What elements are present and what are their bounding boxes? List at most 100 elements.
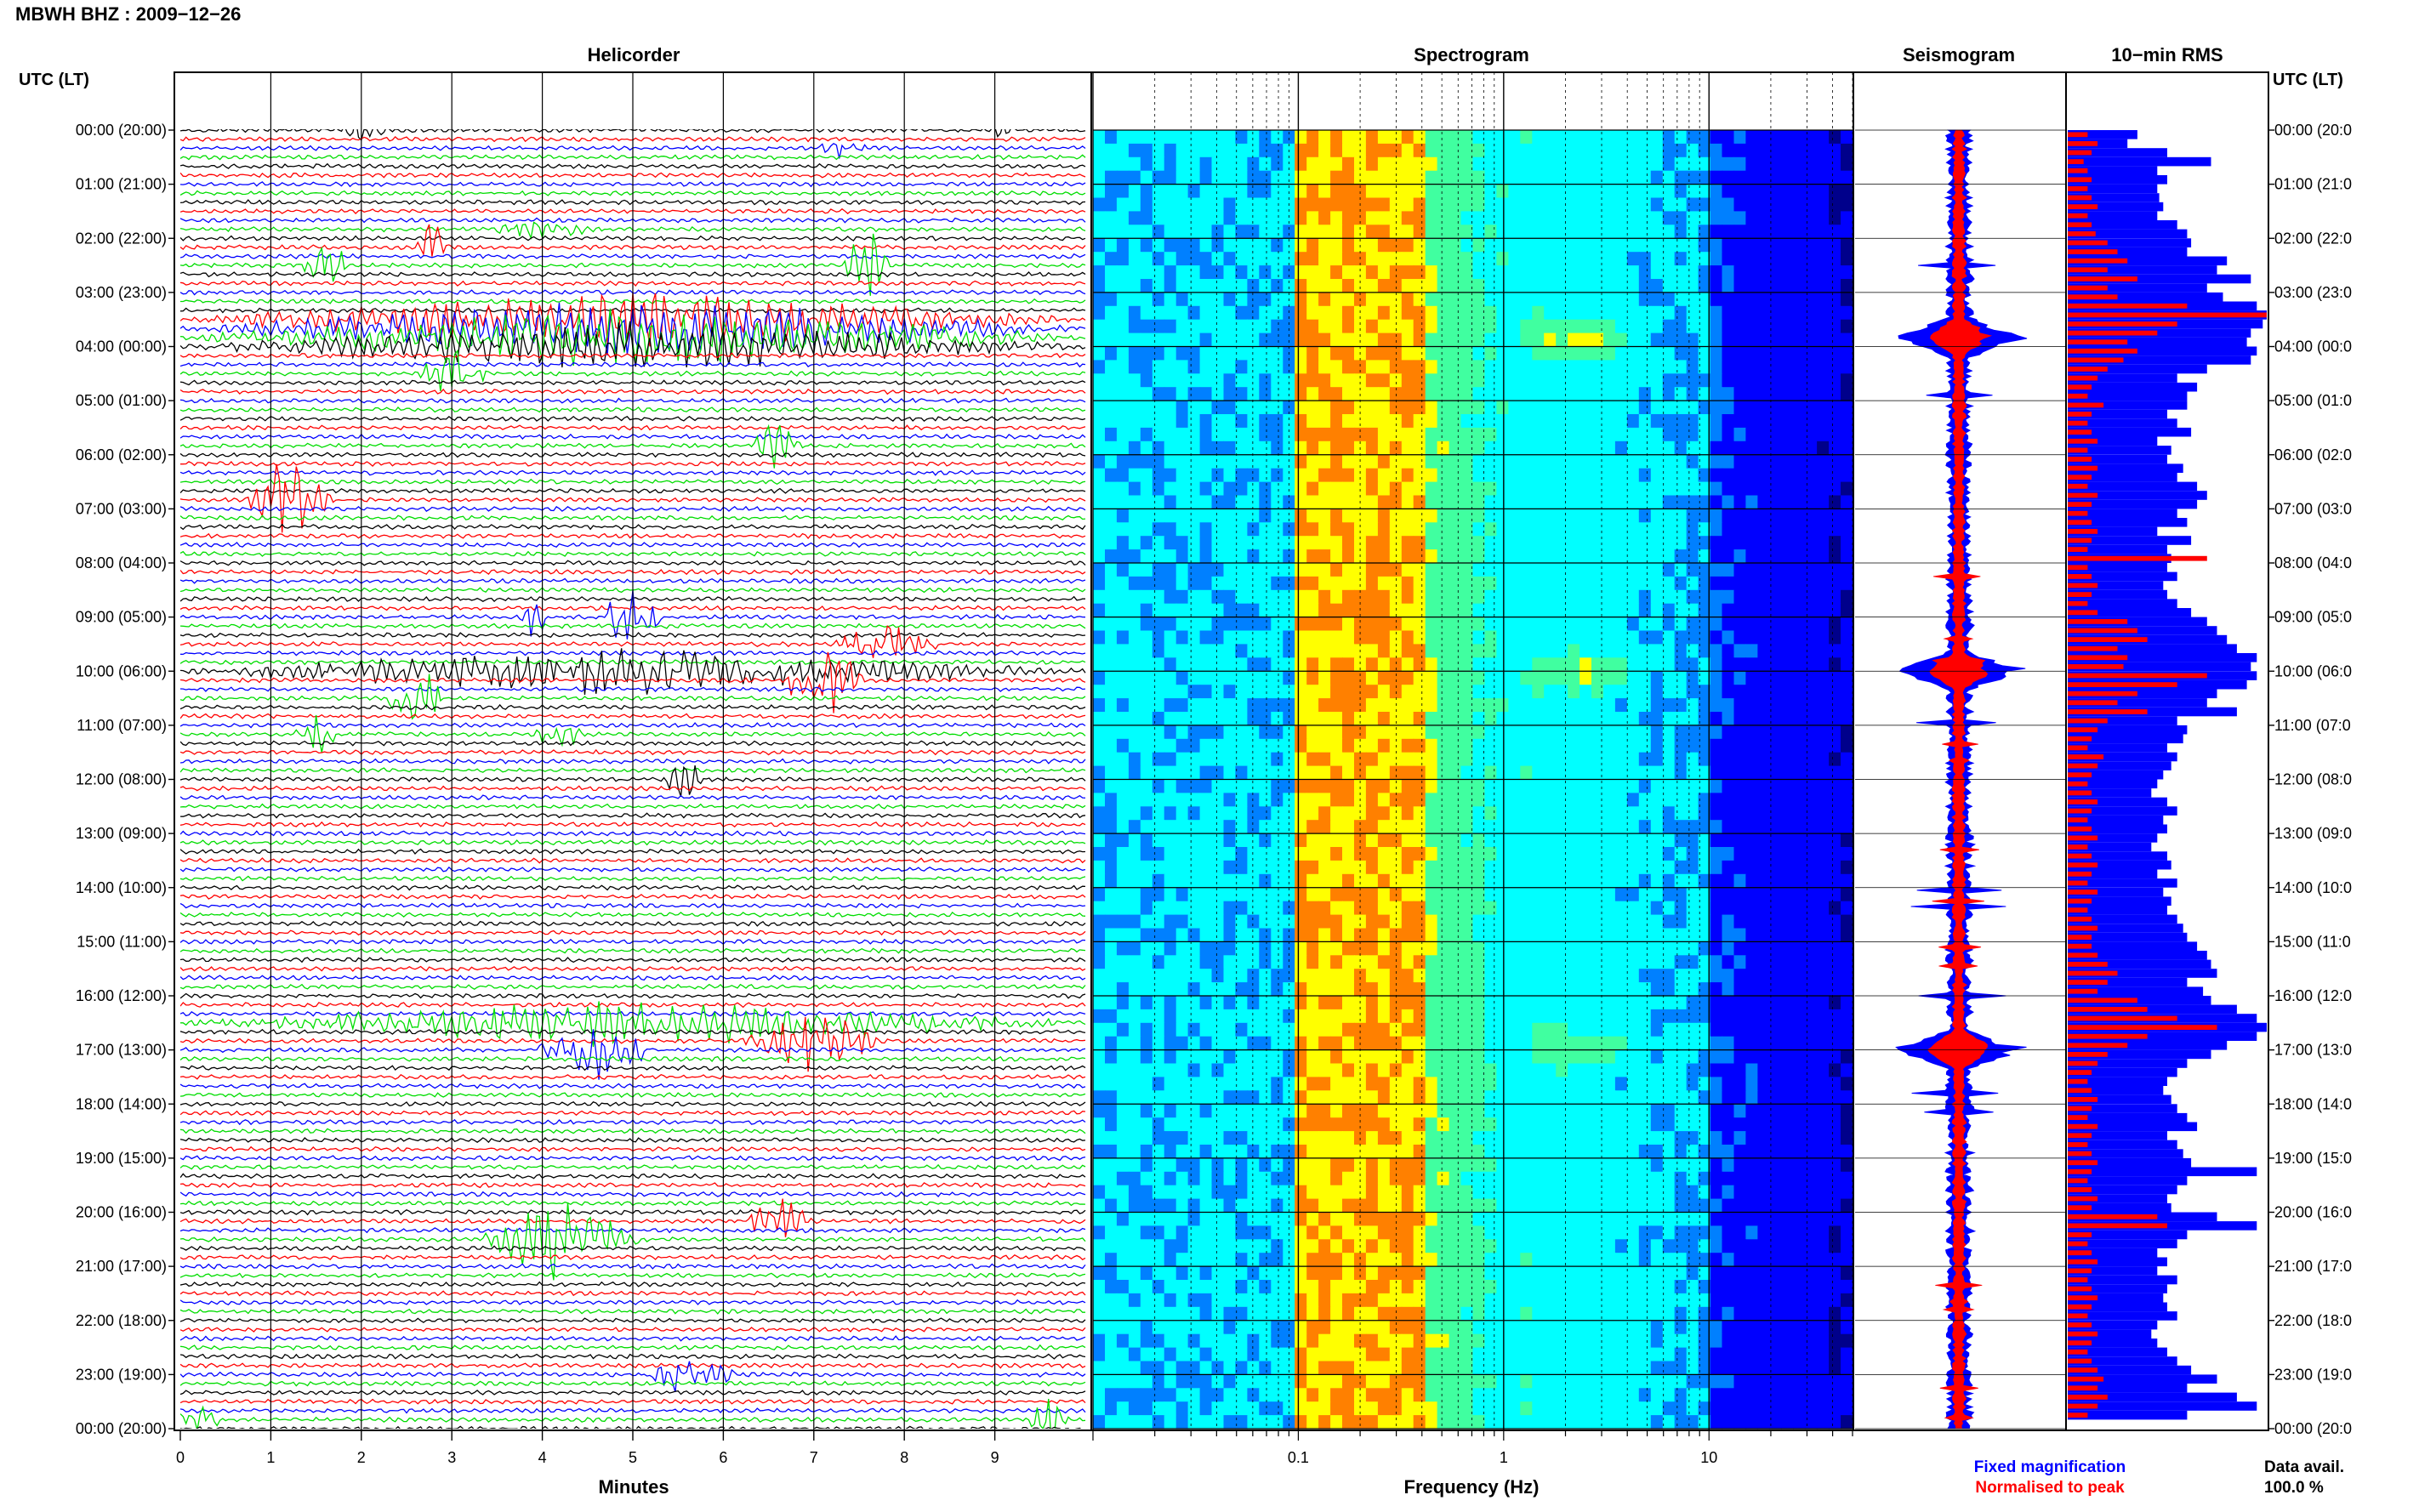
spectrogram-cell [1638,481,1652,497]
spectrogram-cell [1484,873,1498,889]
spectrogram-cell [1460,170,1474,185]
spectrogram-cell [1508,901,1521,916]
spectrogram-cell [1295,671,1307,685]
spectrogram-cell [1318,549,1331,564]
spectrogram-cell [1116,130,1130,145]
spectrogram-cell [1769,1049,1782,1065]
spectrogram-cell [1698,536,1711,550]
spectrogram-cell [1175,1049,1189,1065]
spectrogram-cell [1413,928,1426,942]
spectrogram-cell [1556,333,1568,348]
spectrogram-cell [1757,914,1770,929]
spectrogram-cell [1698,738,1711,753]
spectrogram-cell [1722,292,1735,307]
spectrogram-cell [1116,305,1130,321]
spectrogram-cell [1603,996,1616,1010]
spectrogram-cell [1829,130,1841,145]
spectrogram-cell [1389,130,1403,145]
spectrogram-cell [1306,333,1319,348]
spectrogram-cell [1769,589,1782,605]
spectrogram-cell [1283,860,1295,875]
spectrogram-cell [1093,712,1106,726]
spectrogram-cell [1389,698,1403,713]
spectrogram-cell [1105,698,1118,713]
spectrogram-cell [1626,549,1640,564]
spectrogram-cell [1401,887,1414,902]
spectrogram-cell [1472,982,1486,997]
spectrogram-cell [1805,360,1818,374]
spectrogram-cell [1235,373,1248,388]
spectrogram-cell [1520,197,1533,212]
spectrogram-cell [1449,738,1462,753]
spectrogram-cell [1093,914,1106,929]
spectrogram-cell [1365,617,1379,632]
spectrogram-cell [1686,197,1699,212]
spectrogram-cell [1674,779,1688,793]
spectrogram-cell [1259,427,1272,442]
spectrogram-cell [1342,1145,1355,1159]
spectrogram-cell [1306,1145,1319,1159]
spectrogram-cell [1271,360,1283,374]
spectrogram-cell [1437,576,1450,591]
spectrogram-cell [1295,238,1307,253]
spectrogram-cell [1544,197,1557,212]
spectrogram-cell [1710,996,1723,1010]
spectrogram-cell [1342,793,1355,807]
spectrogram-cell [1698,170,1711,185]
spectrogram-cell [1614,806,1628,821]
spectrogram-cell [1247,279,1260,293]
spectrogram-cell [1105,941,1118,956]
spectrogram-cell [1105,1117,1118,1132]
spectrogram-cell [1342,630,1355,645]
spectrogram-cell [1318,617,1331,632]
spectrogram-cell [1295,941,1307,956]
spectrogram-cell [1544,522,1557,537]
spectrogram-cell [1093,1104,1106,1118]
spectrogram-cell [1365,603,1379,618]
spectrogram-cell [1686,143,1699,158]
spectrogram-cell [1187,1131,1201,1145]
spectrogram-cell [1425,265,1438,280]
spectrogram-cell [1223,387,1237,401]
spectrogram-cell [1626,833,1640,848]
spectrogram-cell [1128,156,1141,172]
spectrogram-cell [1544,401,1557,415]
spectrogram-cell [1164,427,1177,442]
spectrogram-cell [1662,752,1676,767]
spectrogram-cell [1532,860,1545,875]
spectrogram-cell [1805,1022,1818,1037]
spectrogram-cell [1769,996,1782,1010]
spectrogram-cell [1544,644,1557,658]
spectrogram-cell [1733,238,1747,253]
spectrogram-cell [1223,738,1237,753]
spectrogram-cell [1532,252,1545,266]
spectrogram-cell [1271,238,1283,253]
spectrogram-cell [1556,156,1568,172]
spectrogram-cell [1674,1009,1688,1024]
spectrogram-cell [1508,657,1521,672]
spectrogram-cell [1164,860,1177,875]
spectrogram-cell [1568,576,1580,591]
spectrogram-cell [1508,279,1521,293]
spectrogram-cell [1817,468,1830,483]
spectrogram-cell [1568,1131,1580,1145]
spectrogram-cell [1116,617,1130,632]
spectrogram-cell [1389,1090,1403,1105]
spectrogram-cell [1093,360,1106,374]
spectrogram-cell [1568,401,1580,415]
spectrogram-cell [1556,292,1568,307]
spectrogram-cell [1769,712,1782,726]
spectrogram-cell [1235,712,1248,726]
spectrogram-cell [1259,1049,1272,1065]
spectrogram-cell [1164,1090,1177,1105]
spectrogram-cell [1805,671,1818,685]
spectrogram-cell [1757,509,1770,523]
spectrogram-cell [1295,860,1307,875]
spectrogram-cell [1271,427,1283,442]
spectrogram-cell [1733,143,1747,158]
spectrogram-cell [1235,495,1248,509]
spectrogram-cell [1614,725,1628,740]
spectrogram-cell [1295,1022,1307,1037]
spectrogram-cell [1401,712,1414,726]
spectrogram-cell [1295,481,1307,497]
